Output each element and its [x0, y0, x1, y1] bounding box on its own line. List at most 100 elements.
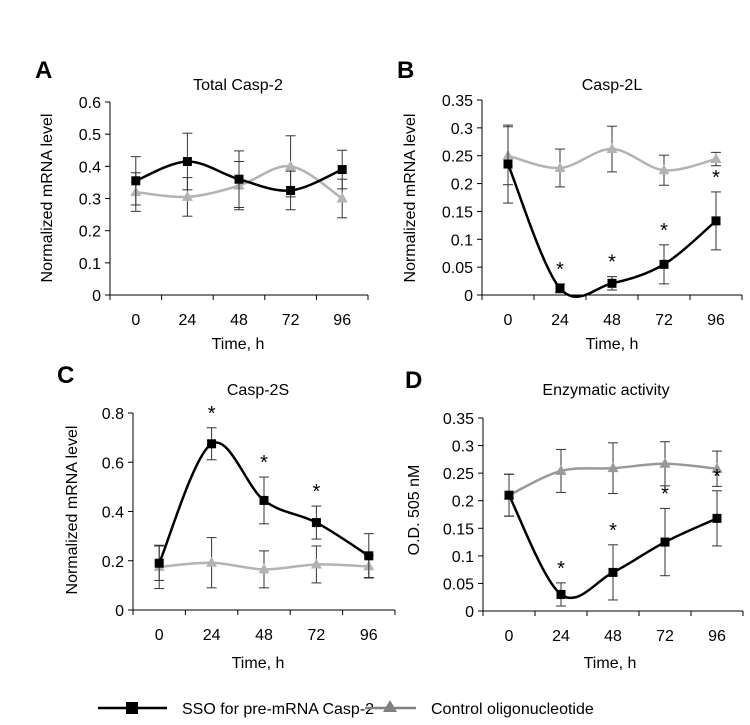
data-point: [206, 556, 218, 567]
x-tick-label: 0: [131, 312, 140, 329]
x-tick-label: 48: [255, 627, 273, 644]
x-tick-label: 72: [656, 628, 674, 645]
panel-letter-c: C: [57, 362, 74, 389]
x-tick-label: 72: [282, 312, 300, 329]
significance-marker: *: [608, 252, 616, 274]
x-tick-label: 24: [203, 627, 221, 644]
data-point: [285, 160, 297, 171]
panel-letter-b: B: [397, 57, 414, 84]
y-tick-label: 0: [465, 604, 474, 621]
y-tick-label: 0.8: [102, 406, 124, 423]
data-point: [154, 558, 164, 568]
chart-title: Casp-2L: [582, 77, 643, 94]
y-tick-label: 0.3: [79, 192, 101, 209]
y-tick-label: 0.25: [442, 149, 473, 166]
y-tick-label: 0.05: [442, 260, 473, 277]
y-tick-label: 0.1: [79, 256, 101, 273]
y-tick-label: 0.6: [102, 455, 124, 472]
data-point: [554, 161, 566, 172]
y-tick-label: 0: [115, 603, 124, 620]
data-point: [607, 278, 617, 288]
data-point: [337, 165, 347, 175]
series-line: [507, 494, 718, 600]
x-tick-label: 24: [552, 628, 570, 645]
significance-marker: *: [609, 520, 617, 542]
significance-marker: *: [313, 481, 321, 503]
y-tick-label: 0.2: [79, 224, 101, 241]
significance-marker: *: [660, 220, 668, 242]
x-axis-label: Time, h: [586, 336, 639, 353]
data-point: [364, 551, 374, 561]
data-point: [234, 174, 244, 184]
x-tick-label: 48: [603, 312, 621, 329]
square-marker-icon: [126, 702, 138, 714]
significance-marker: *: [557, 558, 565, 580]
data-point: [259, 495, 269, 505]
y-tick-label: 0: [92, 288, 101, 305]
data-point: [711, 216, 721, 226]
significance-marker: *: [661, 483, 669, 505]
panel-c: C Casp-2S Normalized mRNA level Time, h …: [57, 362, 396, 672]
data-point: [181, 190, 193, 201]
data-point: [555, 464, 567, 475]
data-point: [606, 143, 618, 154]
y-tick-label: 0.15: [443, 521, 474, 538]
x-tick-label: 24: [179, 312, 197, 329]
series-line: [158, 441, 370, 564]
y-axis-label: Normalized mRNA level: [39, 114, 56, 283]
data-point: [131, 176, 141, 186]
chart-title: Casp-2S: [227, 382, 289, 399]
chart-title: Total Casp-2: [193, 77, 283, 94]
y-axis-label: Normalized mRNA level: [402, 114, 419, 283]
significance-marker: *: [260, 452, 268, 474]
data-point: [310, 558, 322, 569]
y-tick-label: 0.3: [451, 121, 473, 138]
y-tick-label: 0.5: [79, 127, 101, 144]
data-point: [659, 259, 669, 269]
data-point: [658, 164, 670, 175]
series-line: [506, 163, 717, 298]
data-point: [660, 537, 670, 547]
panel-b: B Casp-2L Normalized mRNA level Time, h …: [397, 57, 743, 353]
x-tick-label: 24: [551, 312, 569, 329]
x-tick-label: 96: [333, 312, 351, 329]
data-point: [182, 157, 192, 167]
y-tick-label: 0.4: [79, 159, 101, 176]
y-tick-label: 0.4: [102, 505, 124, 522]
x-tick-label: 96: [360, 627, 378, 644]
y-tick-label: 0.15: [442, 204, 473, 221]
x-tick-label: 0: [505, 628, 514, 645]
significance-marker: *: [712, 167, 720, 189]
data-point: [556, 589, 566, 599]
legend: SSO for pre-mRNA Casp-2 Control oligonuc…: [98, 700, 594, 718]
legend-label-sso: SSO for pre-mRNA Casp-2: [182, 701, 374, 718]
data-point: [607, 462, 619, 473]
x-tick-label: 72: [655, 312, 673, 329]
x-axis-label: Time, h: [584, 655, 637, 672]
data-point: [659, 457, 671, 468]
data-point: [710, 153, 722, 164]
y-tick-label: 0.3: [452, 439, 474, 456]
chart-title: Enzymatic activity: [542, 382, 669, 399]
data-point: [608, 567, 618, 577]
x-tick-label: 72: [308, 627, 326, 644]
data-point: [711, 462, 723, 473]
data-point: [503, 159, 513, 169]
y-tick-label: 0: [464, 288, 473, 305]
legend-label-control: Control oligonucleotide: [431, 701, 594, 718]
y-tick-label: 0.2: [102, 554, 124, 571]
data-point: [712, 513, 722, 523]
legend-item-sso: SSO for pre-mRNA Casp-2: [98, 701, 374, 718]
y-tick-label: 0.1: [451, 232, 473, 249]
x-tick-label: 96: [708, 628, 726, 645]
data-point: [555, 283, 565, 293]
triangle-marker-icon: [383, 700, 397, 712]
panel-letter-d: D: [405, 367, 422, 394]
y-axis-label: O.D. 505 nM: [406, 465, 423, 556]
x-tick-label: 48: [604, 628, 622, 645]
x-axis-label: Time, h: [232, 655, 285, 672]
y-tick-label: 0.6: [79, 95, 101, 112]
x-tick-label: 48: [230, 312, 248, 329]
x-tick-label: 96: [707, 312, 725, 329]
y-tick-label: 0.25: [443, 466, 474, 483]
